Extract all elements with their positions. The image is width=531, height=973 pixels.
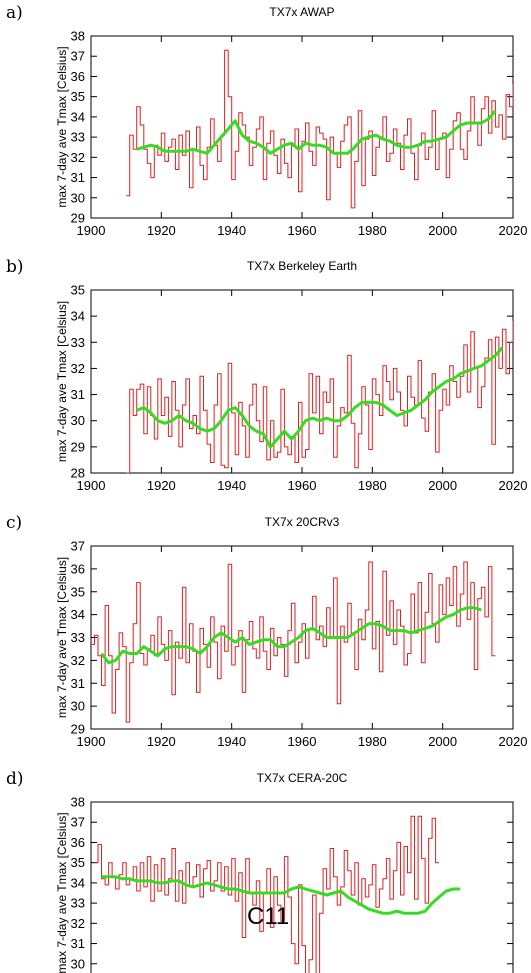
chart-title: TX7x 20CRv3 bbox=[265, 515, 340, 529]
y-tick-label: 34 bbox=[71, 309, 85, 324]
x-tick-label: 2000 bbox=[428, 734, 457, 749]
x-tick-label: 1980 bbox=[358, 734, 387, 749]
y-tick-label: 29 bbox=[71, 722, 85, 737]
annual-series-line bbox=[91, 561, 496, 723]
annual-series-line bbox=[126, 49, 513, 209]
y-axis-label: max 7-day ave Tmax [Celsius] bbox=[55, 301, 69, 462]
y-tick-label: 34 bbox=[71, 607, 85, 622]
y-tick-label: 32 bbox=[71, 150, 85, 165]
y-tick-label: 29 bbox=[71, 211, 85, 226]
y-tick-label: 36 bbox=[71, 561, 85, 576]
y-tick-label: 37 bbox=[71, 49, 85, 64]
y-tick-label: 32 bbox=[71, 653, 85, 668]
y-tick-label: 34 bbox=[71, 875, 85, 890]
y-tick-label: 38 bbox=[71, 29, 85, 44]
x-tick-label: 1960 bbox=[288, 223, 317, 238]
y-tick-label: 35 bbox=[71, 89, 85, 104]
y-tick-label: 31 bbox=[71, 936, 85, 951]
y-tick-label: 33 bbox=[71, 630, 85, 645]
y-tick-label: 34 bbox=[71, 109, 85, 124]
x-tick-label: 1920 bbox=[147, 223, 176, 238]
annual-series-line bbox=[126, 320, 513, 473]
y-tick-label: 28 bbox=[71, 466, 85, 481]
panel-annotation: C11 bbox=[247, 903, 289, 930]
y-tick-label: 31 bbox=[71, 676, 85, 691]
y-axis-label: max 7-day ave Tmax [Celsius] bbox=[55, 557, 69, 718]
y-axis-label: max 7-day ave Tmax [Celsius] bbox=[55, 46, 69, 207]
y-tick-label: 30 bbox=[71, 956, 85, 971]
smoothed-series-line bbox=[136, 346, 504, 449]
y-tick-label: 30 bbox=[71, 190, 85, 205]
x-tick-label: 1980 bbox=[358, 223, 387, 238]
panel-label: d) bbox=[6, 769, 24, 789]
y-tick-label: 30 bbox=[71, 699, 85, 714]
x-tick-label: 1900 bbox=[77, 478, 106, 493]
panel-label: a) bbox=[6, 3, 23, 23]
x-tick-label: 1960 bbox=[288, 734, 317, 749]
smoothed-series-line bbox=[136, 109, 497, 155]
y-tick-label: 37 bbox=[71, 815, 85, 830]
x-tick-label: 1940 bbox=[217, 478, 246, 493]
y-tick-label: 30 bbox=[71, 413, 85, 428]
chart-title: TX7x Berkeley Earth bbox=[247, 259, 357, 273]
y-tick-label: 37 bbox=[71, 539, 85, 554]
plot-frame bbox=[90, 801, 514, 973]
y-tick-label: 38 bbox=[71, 795, 85, 810]
x-tick-label: 1980 bbox=[358, 478, 387, 493]
smoothed-series-line bbox=[101, 875, 461, 915]
chart-title: TX7x CERA-20C bbox=[257, 771, 348, 785]
y-axis-label: max 7-day ave Tmax [Celsius] bbox=[55, 812, 69, 973]
smoothed-series-line bbox=[100, 606, 482, 665]
y-tick-label: 32 bbox=[71, 916, 85, 931]
x-tick-label: 2000 bbox=[428, 223, 457, 238]
x-tick-label: 1940 bbox=[217, 734, 246, 749]
x-tick-label: 2020 bbox=[499, 223, 528, 238]
x-tick-label: 2020 bbox=[499, 478, 528, 493]
panel-label: b) bbox=[6, 257, 24, 277]
y-tick-label: 33 bbox=[71, 130, 85, 145]
x-tick-label: 1940 bbox=[217, 223, 246, 238]
y-tick-label: 36 bbox=[71, 69, 85, 84]
x-tick-label: 1900 bbox=[77, 734, 106, 749]
panel-label: c) bbox=[6, 513, 22, 533]
y-tick-label: 33 bbox=[71, 896, 85, 911]
y-tick-label: 36 bbox=[71, 835, 85, 850]
x-tick-label: 1920 bbox=[147, 478, 176, 493]
x-tick-label: 1900 bbox=[77, 223, 106, 238]
y-tick-label: 31 bbox=[71, 170, 85, 185]
y-tick-label: 32 bbox=[71, 361, 85, 376]
y-tick-label: 31 bbox=[71, 387, 85, 402]
y-tick-label: 35 bbox=[71, 855, 85, 870]
y-tick-label: 35 bbox=[71, 283, 85, 298]
y-tick-label: 29 bbox=[71, 439, 85, 454]
x-tick-label: 1920 bbox=[147, 734, 176, 749]
y-tick-label: 35 bbox=[71, 584, 85, 599]
annual-series-line bbox=[94, 815, 440, 973]
y-tick-label: 33 bbox=[71, 335, 85, 350]
x-tick-label: 2000 bbox=[428, 478, 457, 493]
x-tick-label: 1960 bbox=[288, 478, 317, 493]
chart-title: TX7x AWAP bbox=[269, 5, 334, 19]
x-tick-label: 2020 bbox=[499, 734, 528, 749]
